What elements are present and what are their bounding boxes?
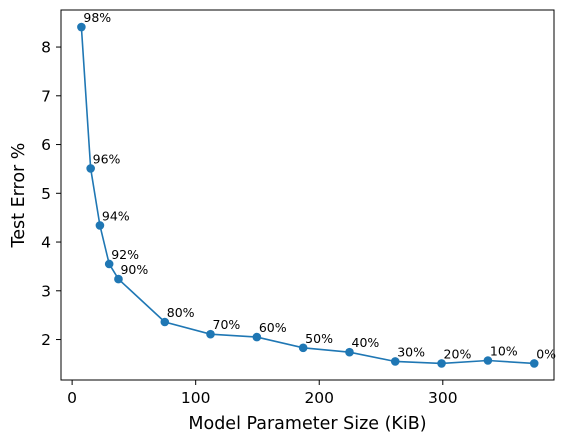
x-tick-label: 0 xyxy=(67,389,77,407)
data-point xyxy=(483,356,493,365)
data-point xyxy=(86,164,95,173)
data-point xyxy=(529,359,539,368)
data-label: 98% xyxy=(83,10,111,25)
x-tick-label: 200 xyxy=(304,389,334,407)
data-point xyxy=(345,347,354,357)
data-label: 30% xyxy=(397,344,425,359)
x-axis-label: Model Parameter Size (KiB) xyxy=(188,414,426,434)
y-tick-label: 5 xyxy=(41,185,51,203)
x-tick-label: 300 xyxy=(428,389,458,407)
data-point xyxy=(104,259,114,269)
axis-ticks: 0 100 200 300 2 3 4 5 6 7 8 xyxy=(41,39,457,407)
data-point xyxy=(160,317,170,327)
y-tick-label: 3 xyxy=(41,282,51,300)
data-point xyxy=(77,22,86,32)
y-tick-label: 8 xyxy=(41,39,51,57)
data-point xyxy=(206,329,215,339)
data-label: 0% xyxy=(536,346,556,361)
data-point xyxy=(298,343,308,353)
data-label: 94% xyxy=(102,208,130,223)
y-tick-label: 4 xyxy=(41,234,51,252)
data-label: 50% xyxy=(305,331,333,346)
data-point xyxy=(114,274,123,284)
data-point xyxy=(437,359,446,368)
data-label: 90% xyxy=(120,262,148,277)
y-tick-label: 2 xyxy=(41,331,51,349)
data-label: 80% xyxy=(167,305,195,320)
data-label: 10% xyxy=(490,344,518,359)
data-label: 40% xyxy=(352,335,380,350)
plot-frame xyxy=(60,9,555,381)
series-line xyxy=(80,27,535,365)
y-tick-label: 7 xyxy=(41,87,51,105)
y-tick-label: 6 xyxy=(41,136,51,154)
data-point xyxy=(252,332,262,342)
data-label: 92% xyxy=(111,247,139,262)
data-label: 96% xyxy=(93,151,121,166)
data-label: 70% xyxy=(213,317,241,332)
y-axis-label: Test Error % xyxy=(9,143,29,249)
data-point xyxy=(390,357,400,366)
x-tick-label: 100 xyxy=(181,389,211,407)
data-label: 60% xyxy=(259,320,287,335)
data-point xyxy=(95,221,105,230)
series-layer: 98% 96% 94% 92%90% 80% 70% 60% 50% 40% 30% 20% 10% 0… xyxy=(77,10,556,368)
data-label: 20% xyxy=(444,346,472,361)
